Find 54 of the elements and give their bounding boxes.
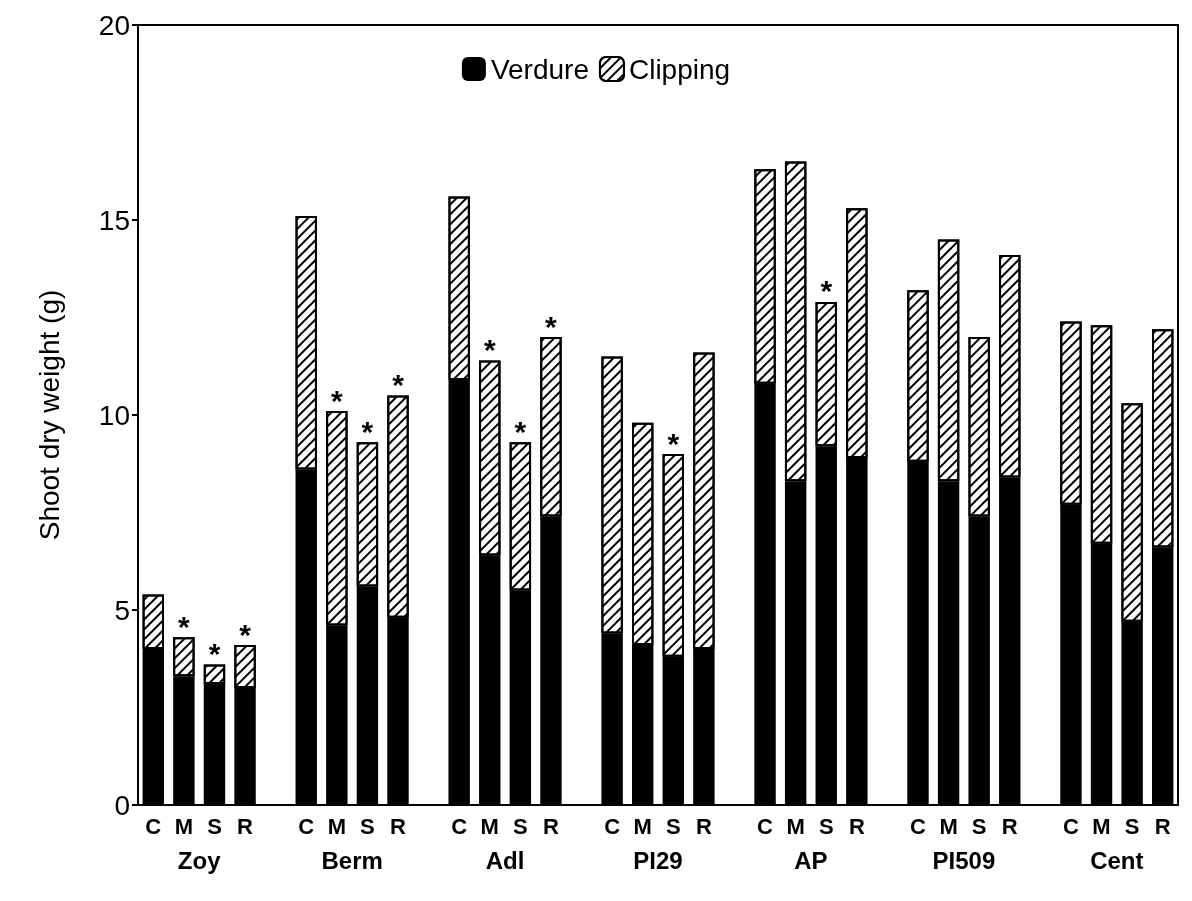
data-label: *: [239, 617, 252, 651]
text: Adl: [485, 846, 525, 874]
x-tick-label: M: [480, 813, 499, 839]
data-label: *: [514, 414, 527, 448]
data-label: *: [545, 309, 558, 343]
data-label: *: [820, 274, 833, 308]
y-tick-label: 10: [98, 399, 130, 431]
data-label: *: [392, 368, 405, 401]
x-tick-label: M: [327, 813, 346, 839]
x-tick-label: C: [145, 813, 162, 839]
x-tick-label: R: [848, 813, 865, 839]
x-tick-label: M: [786, 813, 805, 839]
x-tick-label: S: [360, 813, 375, 839]
x-tick-label: M: [174, 813, 194, 839]
x-tick-label: R: [1001, 813, 1018, 839]
data-label: *: [361, 414, 374, 448]
y-tick-label: 0: [114, 789, 130, 821]
x-tick-label: S: [1124, 813, 1140, 839]
text: AP: [794, 846, 828, 874]
data-label: *: [208, 637, 221, 671]
legend-label: Clipping: [628, 53, 731, 85]
data-label: *: [483, 332, 496, 366]
x-tick-label: R: [237, 813, 254, 839]
legend-label: Verdure: [490, 53, 589, 85]
text: Berm: [321, 846, 383, 874]
data-label: *: [330, 383, 343, 417]
x-tick-label: S: [818, 813, 834, 839]
x-tick-label: C: [298, 813, 315, 839]
x-tick-label: C: [451, 813, 468, 839]
x-tick-label: R: [1154, 813, 1171, 839]
x-tick-label: S: [513, 813, 528, 839]
y-tick-label: 15: [98, 204, 130, 236]
y-tick-label: 5: [114, 594, 130, 626]
x-tick-label: R: [695, 813, 712, 839]
x-tick-label: S: [207, 813, 222, 839]
text: PI29: [633, 846, 683, 874]
data-label: *: [667, 426, 680, 460]
x-tick-label: S: [665, 813, 681, 839]
text: Zoy: [177, 846, 222, 874]
x-tick-label: R: [543, 813, 559, 839]
x-tick-label: C: [757, 813, 774, 839]
x-tick-label: M: [939, 813, 958, 839]
text: PI509: [932, 846, 996, 874]
x-tick-label: R: [390, 813, 407, 839]
x-tick-label: M: [1092, 813, 1111, 839]
x-tick-label: C: [1063, 813, 1079, 839]
x-tick-label: C: [604, 813, 621, 839]
data-label: *: [178, 609, 191, 643]
y-axis-title: Shoot dry weight (g): [33, 289, 65, 541]
y-tick-label: 20: [98, 9, 130, 41]
x-tick-label: C: [910, 813, 927, 839]
x-tick-label: M: [633, 813, 652, 839]
text: Cent: [1090, 846, 1144, 874]
x-tick-label: S: [971, 813, 987, 839]
